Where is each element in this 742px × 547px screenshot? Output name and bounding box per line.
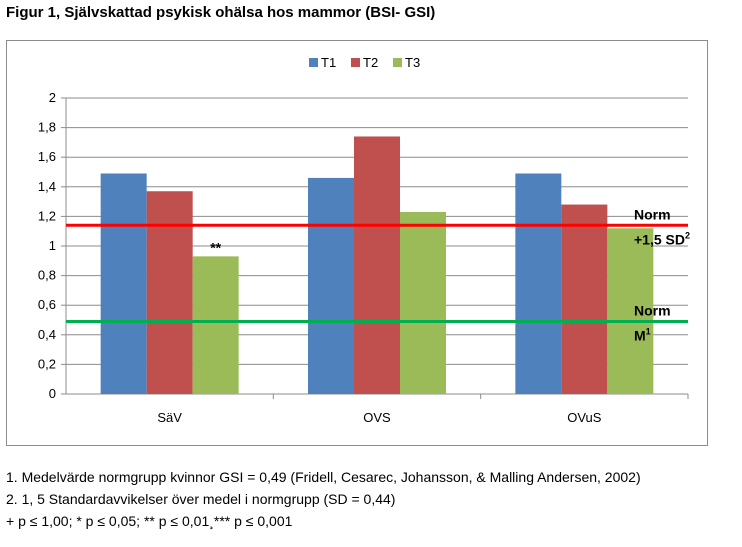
- x-category-label: OVuS: [567, 410, 602, 425]
- bar-t2-0: [146, 191, 193, 394]
- reference-label: +1,5 SD2: [634, 230, 690, 247]
- y-tick-label: 0: [49, 386, 56, 401]
- y-tick-label: 2: [49, 90, 56, 105]
- legend-swatch: [351, 58, 360, 67]
- figure-title: Figur 1, Självskattad psykisk ohälsa hos…: [6, 4, 436, 21]
- footnote-2: 2. 1, 5 Standardavvikelser över medel i …: [6, 491, 396, 507]
- bar-t2-2: [561, 204, 608, 394]
- chart-frame: 0 0,2 0,4 0,6 0,8 1 1,2 1,4 1,6 1,8 2 SäV OVS OVuS ** N…: [6, 40, 708, 446]
- y-tick-label: 1,8: [38, 120, 56, 135]
- y-tick-label: 0,4: [38, 327, 56, 342]
- footnote-1: 1. Medelvärde normgrupp kvinnor GSI = 0,…: [6, 469, 641, 485]
- y-tick-label: 1,6: [38, 149, 56, 164]
- y-tick-label: 1: [49, 238, 56, 253]
- footnotes: 1. Medelvärde normgrupp kvinnor GSI = 0,…: [6, 466, 736, 532]
- bar-t3-1: [400, 211, 446, 394]
- bar-t2-1: [354, 136, 400, 394]
- y-tick-label: 1,2: [38, 208, 56, 223]
- reference-label: M1: [634, 326, 651, 343]
- legend-swatch: [393, 58, 402, 67]
- y-tick-label: 1,4: [38, 179, 56, 194]
- significance-marker: **: [210, 239, 221, 255]
- y-tick-label: 0,2: [38, 356, 56, 371]
- bar-t3-0: [192, 256, 239, 394]
- legend-label: T2: [363, 55, 378, 70]
- bar-t3-2: [607, 228, 654, 394]
- y-tick-label: 0,8: [38, 268, 56, 283]
- bar-t1-0: [100, 173, 147, 394]
- legend-label: T3: [405, 55, 420, 70]
- x-category-label: SäV: [157, 410, 182, 425]
- bar-chart: 0 0,2 0,4 0,6 0,8 1 1,2 1,4 1,6 1,8 2 SäV OVS OVuS ** N…: [38, 55, 690, 425]
- bar-t1-1: [308, 177, 354, 394]
- x-category-label: OVS: [363, 410, 391, 425]
- legend-swatch: [309, 58, 318, 67]
- significance-legend: + p ≤ 1,00; * p ≤ 0,05; ** p ≤ 0,01¸*** …: [6, 513, 293, 529]
- reference-label: Norm: [634, 302, 671, 318]
- reference-label: Norm: [634, 206, 671, 222]
- legend-label: T1: [321, 55, 336, 70]
- y-tick-label: 0,6: [38, 297, 56, 312]
- bar-t1-2: [515, 173, 562, 394]
